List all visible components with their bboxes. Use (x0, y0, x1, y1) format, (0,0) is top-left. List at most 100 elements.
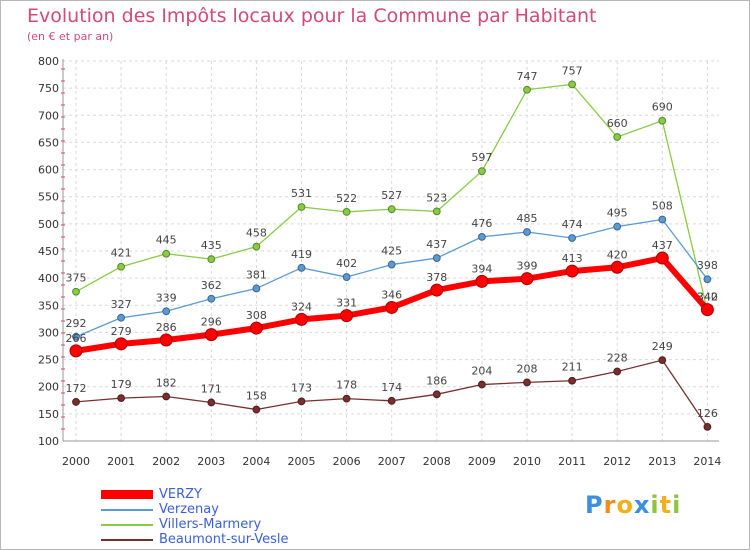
data-label-beaumont-sur-vesle: 126 (697, 407, 718, 420)
data-label-villers-marmery: 523 (426, 191, 447, 204)
x-tick-label: 2008 (423, 455, 451, 468)
logo-letter: t (659, 491, 673, 519)
legend-swatch (101, 538, 153, 541)
data-point-verzenay (342, 273, 351, 281)
y-tick-label: 650 (38, 136, 59, 149)
data-label-villers-marmery: 421 (111, 247, 132, 260)
legend-swatch (101, 490, 153, 499)
data-label-beaumont-sur-vesle: 174 (381, 381, 402, 394)
data-label-verzy: 413 (562, 252, 583, 265)
data-point-beaumont-sur-vesle (72, 398, 80, 406)
data-label-beaumont-sur-vesle: 204 (471, 365, 492, 378)
data-label-villers-marmery: 747 (517, 70, 538, 83)
y-tick-label: 100 (38, 435, 59, 448)
data-point-verzenay (117, 313, 125, 322)
y-tick-label: 500 (38, 218, 59, 231)
data-label-verzy: 279 (111, 325, 132, 338)
data-label-villers-marmery: 435 (201, 239, 222, 252)
data-label-beaumont-sur-vesle: 173 (291, 381, 312, 394)
data-point-verzy (610, 260, 624, 274)
data-point-beaumont-sur-vesle (658, 356, 667, 365)
x-tick-label: 2010 (513, 455, 541, 468)
data-point-villers-marmery (72, 287, 80, 296)
data-label-verzy: 342 (697, 291, 718, 304)
data-point-verzy (385, 300, 399, 314)
logo-letter: i (672, 491, 682, 519)
data-point-villers-marmery (252, 242, 261, 251)
y-tick-label: 600 (38, 164, 59, 177)
proxiti-logo: Proxiti (585, 491, 681, 519)
data-point-verzenay (297, 263, 306, 272)
data-point-verzenay (523, 228, 531, 236)
logo-letter: o (616, 491, 634, 519)
data-point-villers-marmery (342, 208, 351, 216)
data-point-verzenay (72, 332, 80, 341)
y-tick-label: 300 (38, 326, 59, 339)
x-tick-label: 2009 (468, 455, 496, 468)
data-point-beaumont-sur-vesle (387, 396, 396, 405)
data-point-villers-marmery (297, 203, 306, 211)
data-label-villers-marmery: 340 (697, 291, 718, 304)
data-label-verzenay: 398 (697, 259, 718, 272)
x-tick-label: 2007 (378, 455, 406, 468)
data-point-villers-marmery (387, 205, 396, 214)
axes: 100 150 200 250 300 350 400 450 500 550 600 650 700 7… (38, 55, 721, 468)
x-tick-label: 2000 (62, 455, 90, 468)
data-label-beaumont-sur-vesle: 182 (156, 376, 177, 389)
y-tick-label: 400 (38, 272, 59, 285)
data-label-verzenay: 362 (201, 279, 222, 292)
x-tick-label: 2014 (693, 455, 721, 468)
grid (63, 60, 719, 442)
data-point-verzy (69, 344, 83, 358)
data-point-verzy (520, 272, 534, 286)
data-point-verzy (655, 251, 669, 265)
data-point-villers-marmery (432, 207, 441, 216)
data-point-villers-marmery (568, 80, 576, 89)
data-point-verzy (295, 312, 308, 326)
x-tick-label: 2004 (242, 455, 270, 468)
data-label-beaumont-sur-vesle: 228 (607, 352, 628, 365)
data-point-verzenay (432, 254, 441, 262)
data-label-verzenay: 437 (426, 238, 447, 251)
data-label-villers-marmery: 522 (336, 192, 357, 205)
data-label-verzenay: 381 (246, 268, 267, 281)
data-point-verzenay (252, 284, 261, 293)
data-point-villers-marmery (478, 167, 486, 176)
y-tick-label: 150 (38, 408, 59, 421)
data-point-beaumont-sur-vesle (568, 376, 576, 385)
data-point-verzenay (703, 275, 712, 284)
data-point-verzy (475, 274, 489, 288)
data-label-villers-marmery: 531 (291, 187, 312, 200)
x-tick-label: 2003 (197, 455, 225, 468)
data-point-beaumont-sur-vesle (478, 380, 486, 389)
legend-label: VERZY (159, 487, 202, 502)
data-point-beaumont-sur-vesle (342, 394, 351, 403)
data-point-verzy (340, 309, 354, 323)
data-label-verzy: 296 (201, 316, 222, 329)
legend-label: Villers-Marmery (159, 517, 262, 532)
data-point-verzy (700, 303, 714, 317)
logo-letter: r (603, 491, 617, 519)
data-label-villers-marmery: 597 (471, 151, 492, 164)
data-label-verzy: 420 (607, 248, 628, 261)
data-label-verzenay: 339 (156, 291, 177, 304)
data-label-villers-marmery: 660 (607, 117, 628, 130)
data-label-beaumont-sur-vesle: 186 (426, 374, 447, 387)
data-point-verzy (430, 283, 444, 297)
series-layer (69, 80, 714, 431)
data-point-verzenay (162, 307, 171, 316)
legend-item: Beaumont-sur-Vesle (101, 532, 289, 547)
data-label-verzy: 286 (156, 321, 177, 334)
legend-item: Verzenay (101, 502, 289, 517)
data-label-beaumont-sur-vesle: 172 (66, 382, 87, 395)
data-point-verzy (565, 264, 579, 278)
logo-letter: x (633, 491, 651, 519)
x-tick-label: 2013 (648, 455, 676, 468)
data-label-verzenay: 474 (562, 218, 583, 231)
y-tick-label: 250 (38, 354, 59, 367)
y-tick-label: 200 (38, 381, 59, 394)
data-label-verzy: 394 (471, 262, 492, 275)
data-label-verzy: 437 (652, 239, 673, 252)
